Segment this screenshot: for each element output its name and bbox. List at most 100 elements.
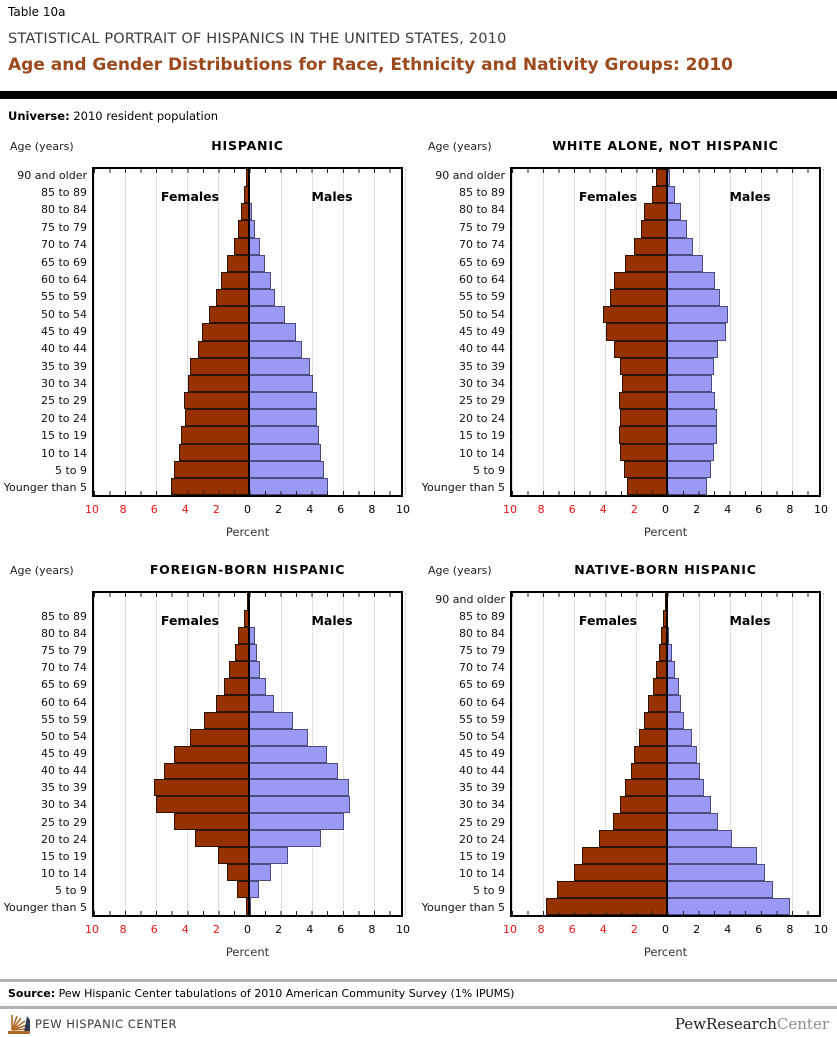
- bar-male: [247, 254, 265, 272]
- bar-male: [665, 186, 675, 204]
- males-label: Males: [311, 189, 353, 204]
- female-half: [94, 426, 248, 444]
- bar-female: [625, 779, 666, 797]
- y-axis-label: 10 to 14: [458, 446, 505, 460]
- age-group-row: [512, 711, 819, 729]
- female-half: [94, 694, 248, 712]
- bar-male: [665, 830, 733, 848]
- male-half: [665, 426, 820, 444]
- bar-female: [235, 643, 248, 661]
- bar-female: [639, 728, 666, 746]
- universe-label: Universe:: [8, 109, 70, 123]
- male-half: [665, 409, 820, 427]
- y-axis-label: 50 to 54: [458, 729, 505, 743]
- bar-male: [247, 392, 318, 410]
- age-group-row: [512, 340, 819, 358]
- female-half: [512, 796, 666, 814]
- y-axis-labels: 85 to 89 80 to 84 75 to 79 70 to 74 65 to 69…: [0, 591, 92, 917]
- bar-female: [155, 796, 248, 814]
- bar-female: [228, 660, 248, 678]
- male-half: [665, 830, 820, 848]
- gridline: [574, 593, 576, 915]
- female-half: [94, 847, 248, 865]
- percent-label: Percent: [643, 525, 688, 539]
- age-group-row: [512, 762, 819, 780]
- female-half: [512, 728, 666, 746]
- chart-title: WHITE ALONE, NOT HISPANIC: [552, 138, 779, 153]
- female-half: [94, 881, 248, 899]
- female-half: [512, 460, 666, 478]
- male-half: [665, 779, 820, 797]
- male-half: [247, 254, 402, 272]
- bar-female: [189, 728, 248, 746]
- y-axis-label: 15 to 19: [458, 429, 505, 443]
- male-half: [665, 374, 820, 393]
- footer-rule-bottom: [0, 1006, 837, 1009]
- bar-male: [247, 728, 309, 746]
- gridline: [760, 593, 762, 915]
- y-axis-label: 20 to 24: [458, 411, 505, 425]
- bar-female: [620, 409, 666, 427]
- y-axis-label: Younger than 5: [421, 481, 505, 495]
- male-half: [665, 392, 820, 410]
- bar-female: [620, 796, 666, 814]
- x-axis-tick-label: 6: [568, 503, 576, 516]
- y-axis-label: 45 to 49: [40, 747, 87, 760]
- bar-male: [665, 443, 714, 461]
- age-group-row: [94, 864, 401, 882]
- male-half: [665, 460, 820, 478]
- axis-ticks-bottom: [512, 911, 819, 915]
- bar-female: [203, 711, 248, 729]
- y-axis-label: Younger than 5: [421, 901, 505, 915]
- x-axis-tick-label: 2: [275, 503, 283, 516]
- axis-ticks-top: [94, 593, 401, 597]
- bar-female: [174, 813, 248, 831]
- y-axis-label: 80 to 84: [40, 626, 87, 640]
- female-half: [94, 392, 248, 410]
- y-axis-label: 90 and older: [17, 168, 87, 182]
- age-group-row: [512, 374, 820, 393]
- female-half: [94, 340, 248, 358]
- x-axis-spacer: [0, 497, 92, 517]
- y-axis-label: 40 to 44: [40, 342, 87, 356]
- y-axis-label: 65 to 69: [40, 255, 87, 269]
- female-half: [512, 677, 666, 695]
- age-group-row: [512, 237, 819, 255]
- bar-female: [651, 186, 666, 204]
- chart-hispanic: Age (years) HISPANIC 90 and older 85 to 89 8…: [0, 133, 418, 547]
- bar-male: [665, 660, 675, 678]
- male-half: [665, 220, 820, 238]
- y-axis-label: 70 to 74: [40, 661, 87, 675]
- age-group-row: [512, 813, 819, 831]
- x-axis-spacer: [418, 497, 510, 517]
- female-half: [94, 220, 248, 238]
- male-half: [665, 677, 820, 695]
- bar-female: [236, 881, 248, 899]
- gridline: [543, 169, 545, 495]
- male-half: [247, 779, 402, 797]
- bar-male: [665, 847, 758, 865]
- bar-female: [216, 694, 248, 712]
- male-half: [247, 237, 402, 255]
- female-half: [94, 460, 248, 478]
- age-group-row: [512, 745, 819, 763]
- male-half: [665, 443, 820, 461]
- male-half: [247, 443, 402, 461]
- bar-male: [665, 694, 682, 712]
- female-half: [512, 392, 666, 410]
- female-half: [94, 409, 248, 427]
- y-axis-label: 20 to 24: [40, 411, 87, 425]
- center-axis: [247, 593, 250, 915]
- percent-label: Percent: [225, 525, 270, 539]
- x-axis-tick-label: 4: [724, 923, 732, 936]
- bar-male: [247, 271, 271, 290]
- age-group-row: [512, 881, 819, 899]
- female-half: [512, 203, 666, 221]
- bar-female: [556, 881, 666, 899]
- x-axis-tick-label: 6: [337, 923, 345, 936]
- female-half: [512, 779, 666, 797]
- pyramid-rows: [512, 169, 819, 495]
- male-half: [247, 728, 402, 746]
- y-axis-label: 25 to 29: [40, 815, 87, 829]
- male-half: [665, 643, 820, 661]
